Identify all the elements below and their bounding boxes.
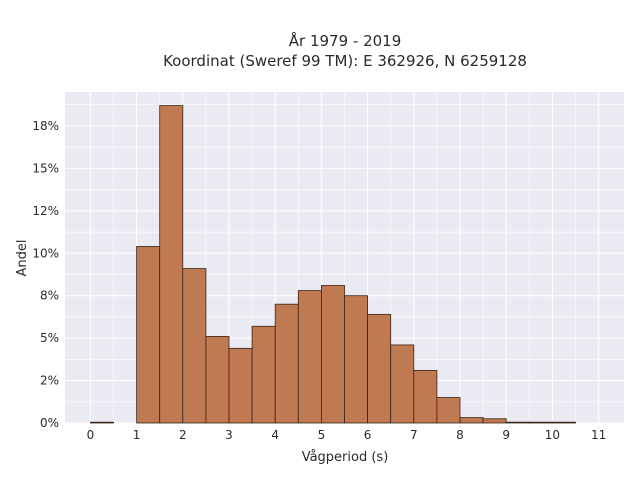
- histogram-bar: [505, 421, 530, 424]
- y-tick-label: 8%: [40, 289, 59, 303]
- histogram-bar: [228, 347, 253, 424]
- histogram-bar: [344, 295, 368, 424]
- x-axis-label: Vågperiod (s): [302, 450, 389, 465]
- y-tick-label: 5%: [40, 331, 59, 345]
- y-tick-label: 0%: [40, 416, 59, 430]
- y-tick-label: 12%: [32, 204, 59, 218]
- histogram-bar: [182, 268, 207, 424]
- x-tick-label: 2: [179, 428, 187, 442]
- bars: [90, 105, 576, 424]
- x-tick-label: 3: [225, 428, 233, 442]
- histogram-bar: [459, 417, 484, 424]
- chart-title-line2: Koordinat (Sweref 99 TM): E 362926, N 62…: [163, 52, 527, 70]
- chart-title-line1: År 1979 - 2019: [289, 31, 402, 50]
- histogram-bar: [390, 344, 415, 424]
- histogram-bar: [274, 303, 299, 424]
- histogram-bar: [413, 369, 438, 424]
- y-tick-label: 2%: [40, 374, 59, 388]
- x-tick-label: 6: [364, 428, 372, 442]
- histogram-bar: [297, 290, 322, 424]
- histogram-bar: [551, 421, 576, 424]
- histogram-bar: [367, 313, 392, 424]
- x-tick-label: 10: [545, 428, 560, 442]
- histogram-bar: [482, 418, 507, 424]
- histogram-bar: [528, 421, 553, 424]
- x-tick-label: 5: [318, 428, 326, 442]
- histogram-bar: [321, 285, 345, 424]
- x-tick-label: 9: [502, 428, 510, 442]
- y-tick-label: 15%: [32, 161, 59, 175]
- x-tick-label: 8: [456, 428, 464, 442]
- histogram-bar: [159, 105, 184, 424]
- x-tick-label: 7: [410, 428, 418, 442]
- histogram-bar: [136, 246, 161, 424]
- x-tick-label: 4: [271, 428, 279, 442]
- x-tick-label: 0: [87, 428, 95, 442]
- histogram-bar: [205, 336, 230, 424]
- x-axis-ticks: 0 1 2 3 4 5 6 7 8 9 10 11: [87, 428, 607, 442]
- y-tick-label: 18%: [32, 119, 59, 133]
- histogram-bar: [251, 325, 276, 424]
- x-tick-label: 11: [591, 428, 606, 442]
- y-axis-ticks: 0% 2% 5% 8% 10% 12% 15% 18%: [32, 119, 59, 430]
- histogram-bar: [436, 397, 461, 424]
- y-tick-label: 10%: [32, 246, 59, 260]
- y-axis-label: Andel: [15, 240, 30, 277]
- histogram-bar: [90, 421, 114, 424]
- x-tick-label: 1: [133, 428, 141, 442]
